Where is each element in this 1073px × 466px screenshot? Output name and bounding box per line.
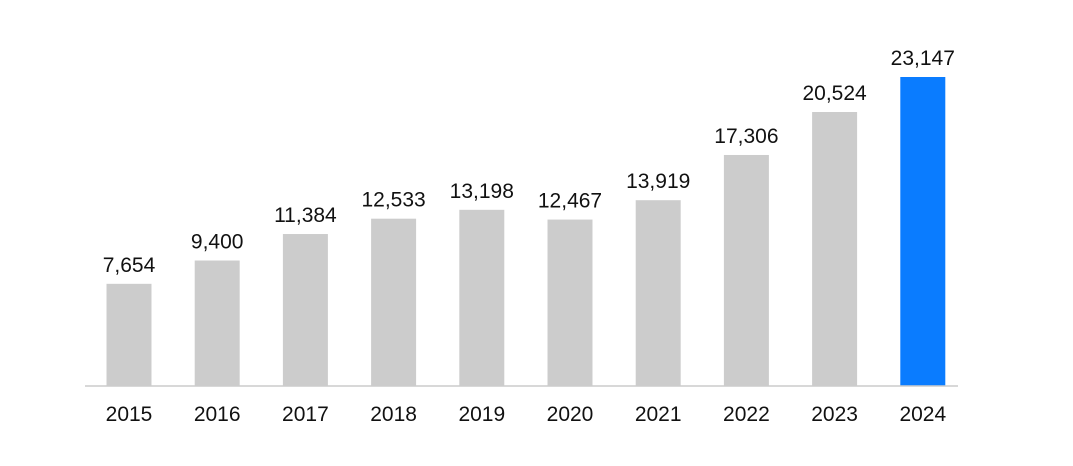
x-tick-label-2019: 2019 [458,403,505,426]
data-label-2017: 11,384 [274,204,337,227]
bar-2015 [106,283,152,386]
data-label-2019: 13,198 [450,180,514,203]
x-tick-label-2024: 2024 [899,403,946,426]
x-tick-label-2021: 2021 [635,403,682,426]
x-tick-label-2022: 2022 [723,403,770,426]
data-label-2023: 20,524 [802,82,867,105]
bar-2021 [635,200,681,386]
bars-group [106,77,946,387]
x-tick-label-2016: 2016 [194,403,241,426]
bar-2018 [371,218,417,386]
bar-2019 [459,209,505,386]
x-tick-label-2023: 2023 [811,403,858,426]
x-tick-label-2017: 2017 [282,403,329,426]
data-label-2016: 9,400 [191,231,244,254]
bar-2024 [900,77,946,386]
bar-2017 [282,234,328,386]
data-label-2022: 17,306 [714,125,778,148]
bar-2016 [194,260,240,386]
data-label-2015: 7,654 [103,254,156,277]
data-label-2018: 12,533 [361,189,425,212]
bar-2023 [812,112,858,387]
x-tick-label-2015: 2015 [106,403,153,426]
labels-group: 7,654 2015 9,400 2016 11,384 2017 12,533 2018 13… [103,47,955,426]
data-label-2024: 23,147 [891,47,955,70]
x-tick-label-2018: 2018 [370,403,417,426]
data-label-2020: 12,467 [538,190,602,213]
x-tick-label-2020: 2020 [547,403,594,426]
bar-2020 [547,219,593,386]
bar-2022 [723,154,769,386]
data-label-2021: 13,919 [626,170,690,193]
